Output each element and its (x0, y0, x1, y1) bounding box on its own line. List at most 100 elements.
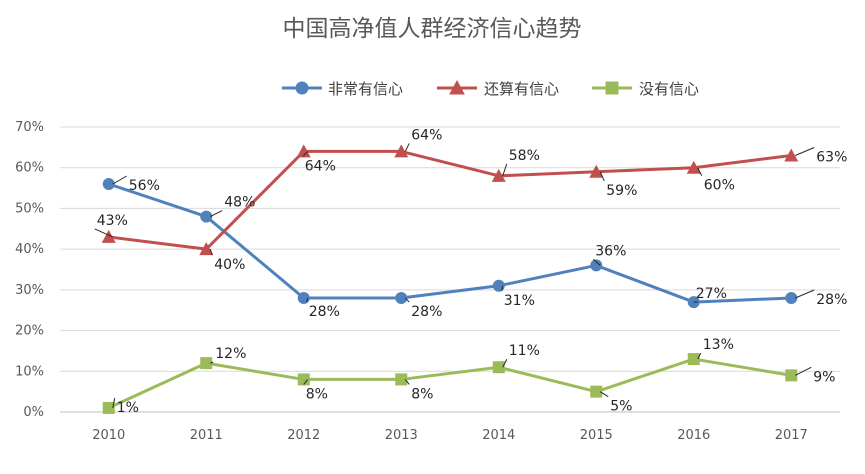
data-label: 48% (224, 195, 255, 211)
label-leader-line (94, 228, 113, 238)
triangle-marker (686, 160, 701, 174)
label-leader-line (210, 210, 223, 218)
x-tick-label: 2016 (677, 428, 710, 443)
circle-marker (297, 292, 310, 304)
data-label: 1% (117, 400, 139, 416)
circle-marker (395, 292, 408, 304)
data-label: 27% (696, 286, 727, 302)
label-leader-line (795, 289, 815, 299)
legend-label-very-confident: 非常有信心 (328, 80, 403, 98)
data-label: 40% (214, 257, 245, 273)
label-leader-line (404, 379, 410, 385)
data-label: 28% (816, 292, 847, 308)
x-tick-label: 2012 (287, 428, 320, 443)
triangle-marker (784, 148, 799, 162)
data-label: 58% (509, 148, 540, 164)
series-line (108, 149, 792, 251)
label-leader-line (404, 297, 410, 303)
label-leader-line (112, 397, 116, 409)
label-leader-line (592, 259, 601, 266)
square-marker (687, 353, 700, 366)
y-tick-label: 0% (23, 405, 44, 420)
triangle-marker (296, 144, 311, 158)
legend: 非常有信心 还算有信心 没有信心 (282, 79, 699, 98)
y-tick-label: 20% (15, 324, 44, 339)
data-labels-layer: 56% 48% 28% 28% 31% 36% 27% 28% 43% 40% 64% 64% 58% 5… (94, 127, 847, 416)
data-label: 13% (703, 337, 734, 353)
data-label: 43% (97, 213, 128, 229)
label-leader-line (502, 358, 508, 368)
label-leader-line (599, 171, 605, 181)
y-tick-label: 50% (15, 201, 44, 216)
x-tick-label: 2013 (385, 428, 418, 443)
data-label: 59% (606, 183, 637, 199)
data-label: 63% (816, 150, 847, 166)
legend-item-not-confident: 没有信心 (592, 80, 699, 98)
x-tick-label: 2015 (580, 428, 613, 443)
triangle-marker (589, 164, 604, 178)
y-tick-label: 60% (15, 161, 44, 176)
label-leader-line (697, 167, 703, 176)
legend-label-fairly-confident: 还算有信心 (484, 80, 559, 98)
label-leader-line (404, 143, 410, 152)
chart-title: 中国高净值人群经济信心趋势 (283, 16, 582, 42)
data-label: 28% (411, 304, 442, 320)
square-marker (785, 369, 798, 382)
data-label: 12% (215, 346, 246, 362)
data-label: 11% (509, 343, 540, 359)
gridlines (60, 126, 840, 413)
circle-marker (492, 279, 505, 292)
label-leader-line (209, 248, 213, 256)
data-label: 8% (306, 386, 328, 402)
data-label: 64% (411, 127, 442, 143)
label-leader-line (306, 297, 309, 303)
legend-marker-triangle (449, 79, 465, 95)
triangle-marker (199, 242, 214, 256)
y-tick-label: 30% (15, 283, 44, 298)
circle-marker (102, 178, 115, 190)
legend-label-not-confident: 没有信心 (639, 80, 699, 98)
square-marker (297, 373, 310, 386)
legend-marker-circle (295, 81, 309, 95)
y-axis-ticks: 0% 10% 20% 30% 40% 50% 60% 70% (15, 120, 44, 420)
series-layer (101, 144, 799, 414)
triangle-marker (101, 229, 116, 243)
y-tick-label: 70% (15, 120, 44, 135)
label-leader-line (210, 361, 214, 364)
series-line (108, 357, 792, 410)
x-tick-label: 2010 (92, 428, 125, 443)
legend-marker-square (605, 81, 619, 95)
data-label: 8% (411, 386, 433, 402)
label-leader-line (501, 285, 504, 291)
data-label: 36% (595, 243, 626, 259)
square-marker (590, 385, 603, 398)
y-tick-label: 10% (15, 364, 44, 379)
label-leader-line (795, 147, 815, 156)
data-label: 64% (305, 158, 336, 174)
data-label: 31% (504, 293, 535, 309)
legend-item-fairly-confident: 还算有信心 (437, 79, 559, 98)
label-leader-line (302, 151, 309, 157)
label-leader-line (599, 391, 609, 398)
label-leader-line (795, 366, 812, 376)
x-tick-label: 2017 (775, 428, 808, 443)
square-marker (395, 373, 408, 386)
x-tick-label: 2011 (190, 428, 223, 443)
data-label: 28% (309, 304, 340, 320)
square-marker (492, 361, 505, 374)
legend-item-very-confident: 非常有信心 (282, 80, 403, 98)
circle-marker (785, 292, 798, 304)
label-leader-line (502, 163, 508, 177)
data-label: 56% (129, 178, 160, 194)
label-leader-line (697, 352, 702, 360)
label-leader-line (303, 379, 309, 385)
triangle-marker (491, 168, 506, 182)
data-label: 5% (610, 399, 632, 415)
circle-marker (590, 259, 603, 272)
circle-marker (200, 210, 213, 223)
data-label: 9% (813, 369, 835, 385)
square-marker (102, 401, 115, 414)
label-leader-line (112, 175, 127, 185)
y-tick-label: 40% (15, 242, 44, 257)
data-label: 60% (704, 178, 735, 194)
